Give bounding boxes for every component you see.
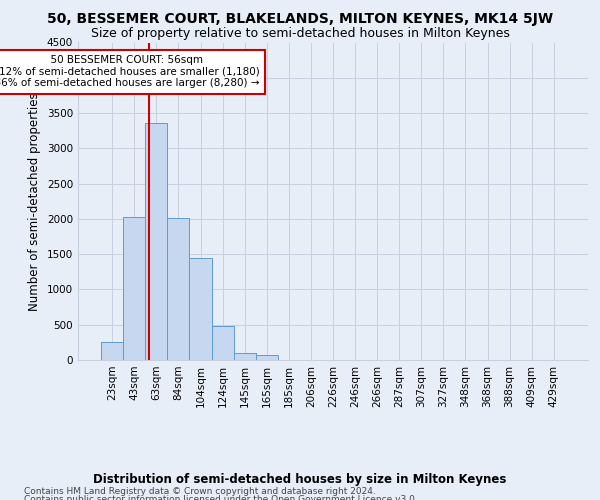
Bar	[190, 258, 212, 360]
Bar	[233, 352, 256, 360]
Bar	[101, 342, 123, 360]
Text: 50 BESSEMER COURT: 56sqm
← 12% of semi-detached houses are smaller (1,180)
  86%: 50 BESSEMER COURT: 56sqm ← 12% of semi-d…	[0, 55, 260, 88]
Text: Size of property relative to semi-detached houses in Milton Keynes: Size of property relative to semi-detach…	[91, 28, 509, 40]
Text: Contains HM Land Registry data © Crown copyright and database right 2024.: Contains HM Land Registry data © Crown c…	[24, 488, 376, 496]
Bar	[123, 218, 145, 360]
Bar	[212, 326, 233, 360]
Bar	[145, 123, 167, 360]
Bar	[256, 356, 278, 360]
Text: Distribution of semi-detached houses by size in Milton Keynes: Distribution of semi-detached houses by …	[94, 472, 506, 486]
Y-axis label: Number of semi-detached properties: Number of semi-detached properties	[28, 92, 41, 310]
Text: Contains public sector information licensed under the Open Government Licence v3: Contains public sector information licen…	[24, 495, 418, 500]
Text: 50, BESSEMER COURT, BLAKELANDS, MILTON KEYNES, MK14 5JW: 50, BESSEMER COURT, BLAKELANDS, MILTON K…	[47, 12, 553, 26]
Bar	[167, 218, 190, 360]
